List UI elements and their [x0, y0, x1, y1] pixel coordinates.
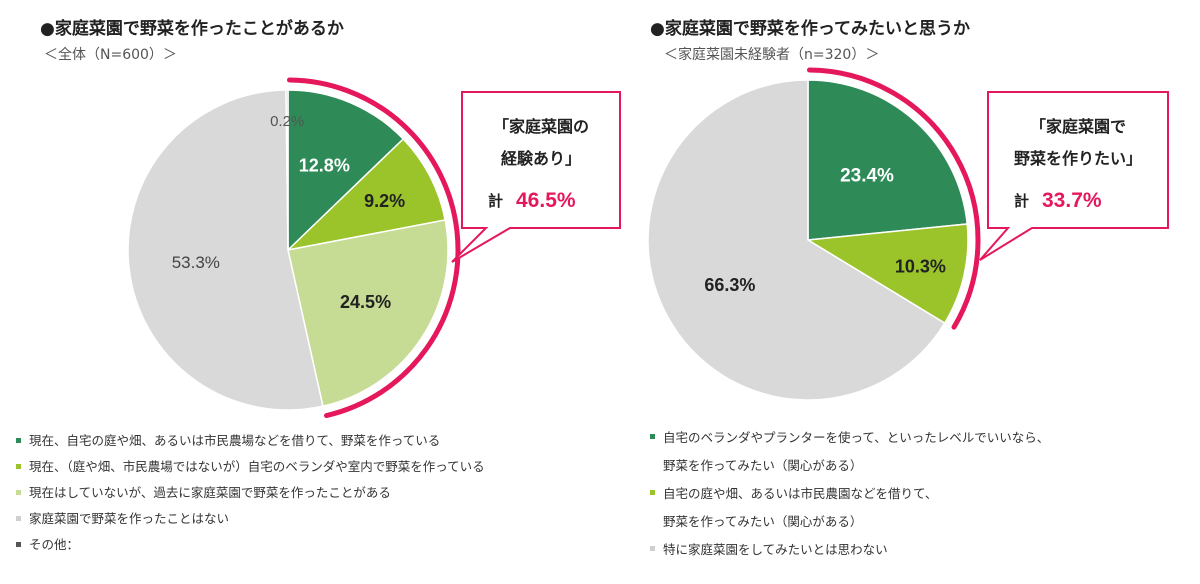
right-legend: 自宅のベランダやプランターを使って、といったレベルでいいなら、 野菜を作ってみた…	[650, 424, 1049, 564]
pie1-slice-1	[805, 223, 969, 325]
pie1-callout-box	[979, 91, 1169, 261]
pie0-label-4: 0.2%	[270, 113, 304, 130]
legend1-label-1: 自宅の庭や畑、あるいは市民農園などを借りて、 野菜を作ってみたい（関心がある）	[663, 486, 938, 529]
legend0-swatch-1	[16, 464, 21, 469]
pie1-callout-total-value: 33.7%	[1042, 189, 1102, 212]
legend1-swatch-1	[650, 490, 655, 495]
pie0-label-3: 53.3%	[172, 253, 220, 272]
legend0-label-1: 現在、（庭や畑、市民農場ではないが）自宅のベランダや室内で野菜を作っている	[29, 459, 485, 474]
pie1-callout-line1: 「家庭菜園で	[1030, 117, 1126, 136]
legend1-label-2: 特に家庭菜園をしてみたいとは思わない	[663, 542, 888, 557]
legend0-label-3: 家庭菜園で野菜を作ったことはない	[29, 511, 230, 526]
legend0-label-0: 現在、自宅の庭や畑、あるいは市民農場などを借りて、野菜を作っている	[29, 433, 441, 448]
right-chart-title: ●家庭菜園で野菜を作ってみたいと思うか	[650, 19, 970, 39]
pie0-callout-total-value: 46.5%	[516, 189, 576, 212]
legend1-item-1: 自宅の庭や畑、あるいは市民農園などを借りて、 野菜を作ってみたい（関心がある）	[650, 480, 1049, 536]
legend1-item-0: 自宅のベランダやプランターを使って、といったレベルでいいなら、 野菜を作ってみた…	[650, 424, 1049, 480]
legend0-swatch-0	[16, 438, 21, 443]
pie0-slice-2	[287, 219, 449, 408]
legend1-swatch-2	[650, 546, 655, 551]
pie1-label-0: 23.4%	[840, 166, 894, 187]
pie0-label-1: 9.2%	[364, 191, 405, 211]
pie0-label-2: 24.5%	[340, 292, 391, 312]
pie0-label-0: 12.8%	[299, 156, 350, 176]
legend0-item-4: その他：	[16, 532, 485, 558]
legend0-swatch-2	[16, 490, 21, 495]
pie1-callout-total-label: 計	[1014, 192, 1029, 210]
legend0-item-2: 現在はしていないが、過去に家庭菜園で野菜を作ったことがある	[16, 480, 485, 506]
right-chart-subtitle: ＜家庭菜園未経験者（n=320）＞	[664, 47, 880, 63]
legend0-item-0: 現在、自宅の庭や畑、あるいは市民農場などを借りて、野菜を作っている	[16, 428, 485, 454]
pie0-callout-total-label: 計	[488, 192, 503, 210]
pie1-slice-0	[807, 79, 969, 241]
pie0-slice-3	[127, 89, 324, 411]
pie1-callout-line2: 野菜を作りたい」	[1014, 149, 1142, 168]
left-chart-title: ●家庭菜園で野菜を作ったことがあるか	[40, 19, 344, 39]
pie0-slice-0	[287, 89, 405, 252]
legend1-swatch-0	[650, 434, 655, 439]
legend0-label-4: その他：	[29, 537, 80, 552]
legend0-item-3: 家庭菜園で野菜を作ったことはない	[16, 506, 485, 532]
pie1-label-2: 66.3%	[704, 275, 755, 295]
legend0-label-2: 現在はしていないが、過去に家庭菜園で野菜を作ったことがある	[29, 485, 391, 500]
pie0-callout-line2: 経験あり」	[501, 149, 581, 168]
left-chart-subtitle: ＜全体（N=600）＞	[44, 47, 177, 63]
pie1-highlight-arc	[806, 67, 981, 330]
pie0-highlight-arc	[286, 77, 461, 419]
legend0-swatch-3	[16, 516, 21, 521]
legend0-item-1: 現在、（庭や畑、市民農場ではないが）自宅のベランダや室内で野菜を作っている	[16, 454, 485, 480]
legend1-item-2: 特に家庭菜園をしてみたいとは思わない	[650, 536, 1049, 564]
pie0-callout-line1: 「家庭菜園の	[493, 117, 589, 136]
pie0-callout-box	[451, 91, 621, 263]
left-legend: 現在、自宅の庭や畑、あるいは市民農場などを借りて、野菜を作っている現在、（庭や畑…	[16, 428, 485, 558]
legend1-label-0: 自宅のベランダやプランターを使って、といったレベルでいいなら、 野菜を作ってみた…	[663, 430, 1050, 473]
legend0-swatch-4	[16, 542, 21, 547]
pie0-slice-4	[285, 89, 289, 251]
pie1-label-1: 10.3%	[895, 256, 946, 276]
pie0-slice-1	[285, 137, 447, 252]
pie1-slice-2	[647, 79, 946, 401]
